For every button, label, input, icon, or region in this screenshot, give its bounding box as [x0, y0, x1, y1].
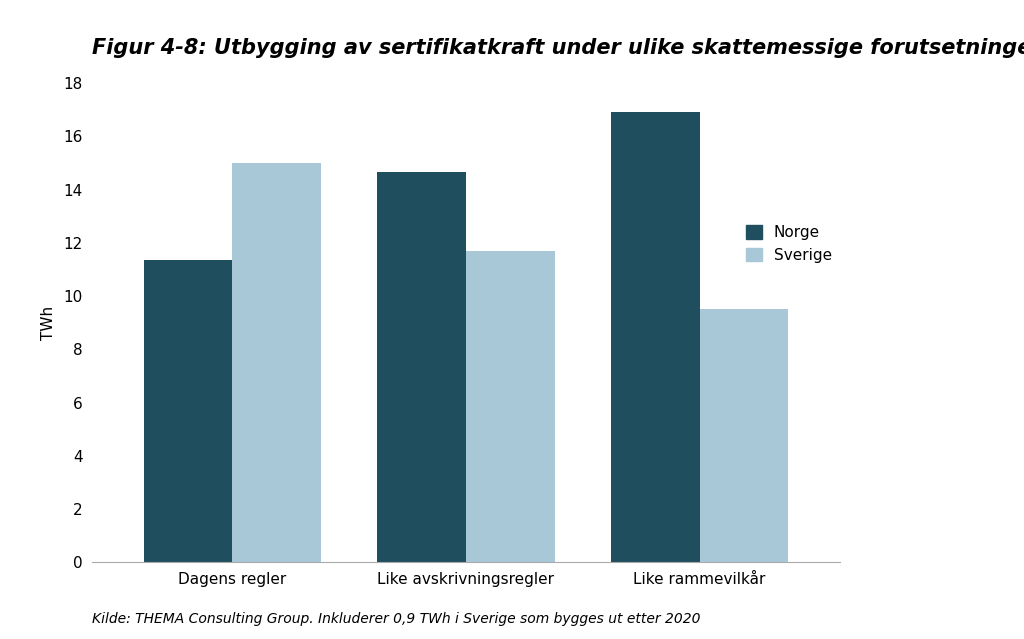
Y-axis label: TWh: TWh	[41, 305, 56, 340]
Bar	[377, 173, 466, 562]
Bar	[232, 163, 322, 562]
Text: Kilde: THEMA Consulting Group. Inkluderer 0,9 TWh i Sverige som bygges ut etter : Kilde: THEMA Consulting Group. Inkludere…	[92, 612, 700, 626]
Bar	[143, 260, 232, 562]
Legend: Norge, Sverige: Norge, Sverige	[746, 225, 833, 263]
Bar	[610, 112, 699, 562]
Text: Figur 4-8: Utbygging av sertifikatkraft under ulike skattemessige forutsetninger: Figur 4-8: Utbygging av sertifikatkraft …	[92, 38, 1024, 58]
Bar	[466, 251, 555, 562]
Bar	[699, 309, 788, 562]
